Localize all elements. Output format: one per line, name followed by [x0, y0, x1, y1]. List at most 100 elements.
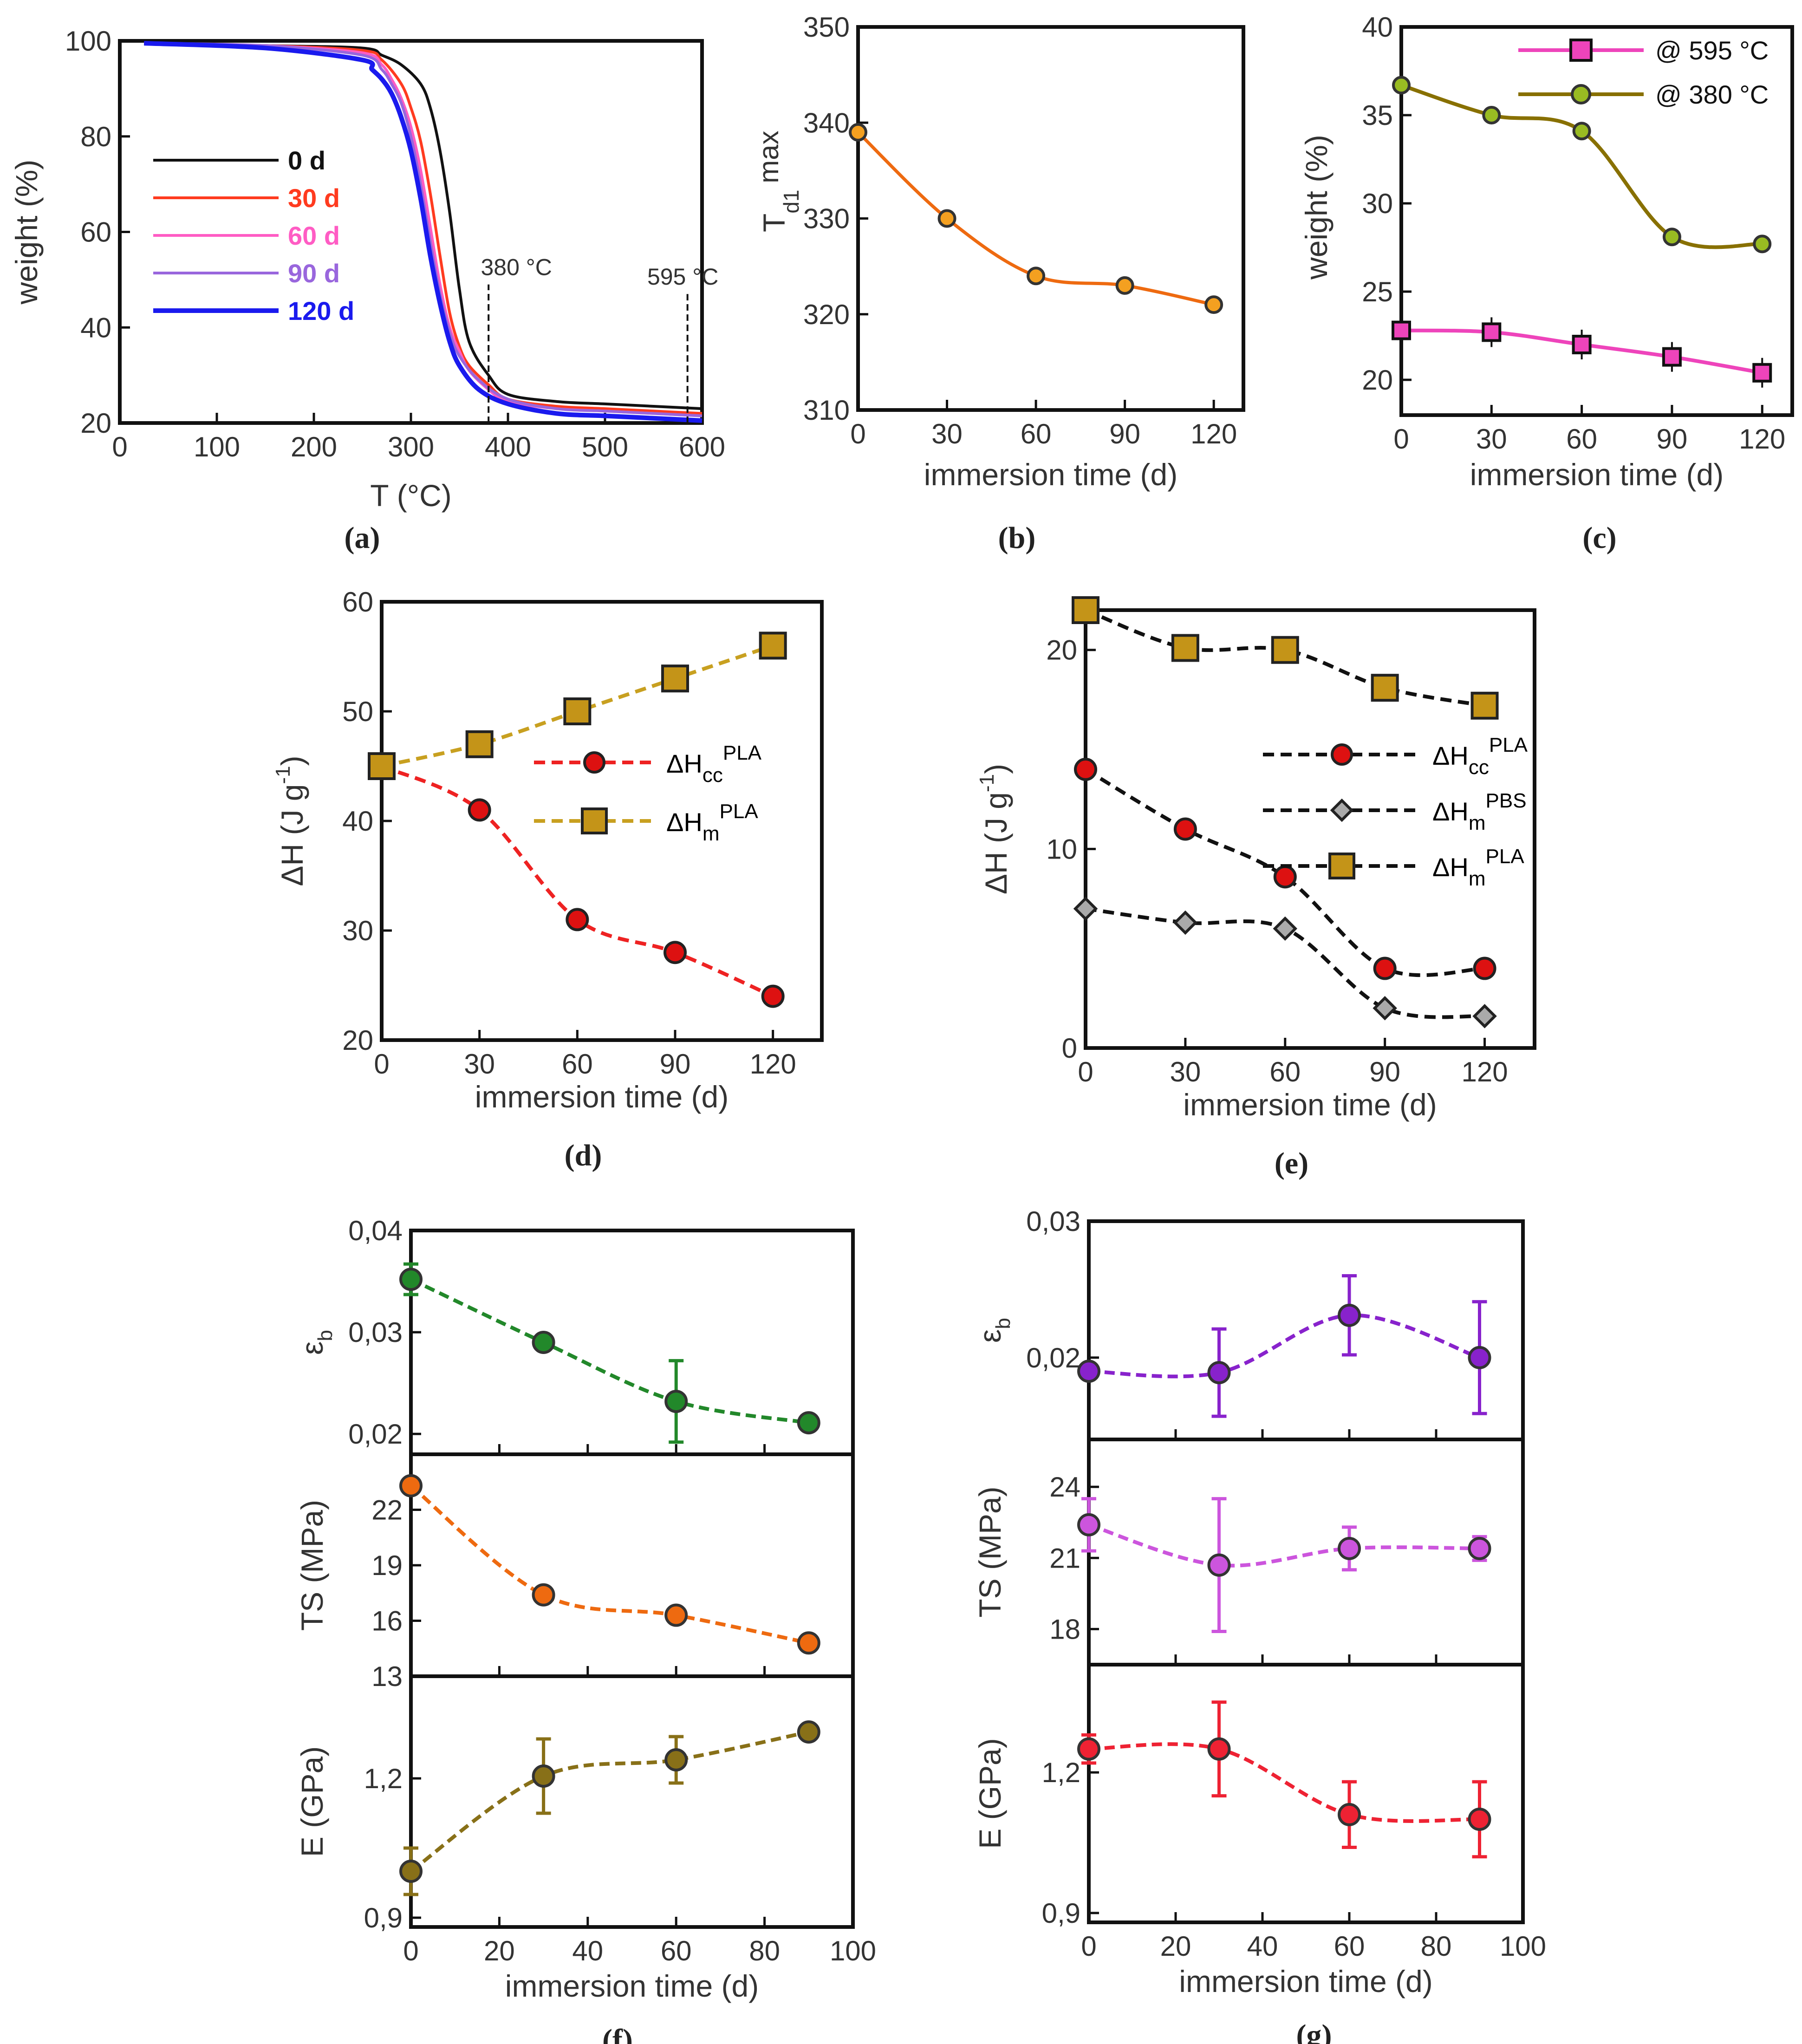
y-tick-label: 35: [1362, 100, 1393, 131]
x-tick-label: 60: [1021, 418, 1052, 449]
legend-label: ΔHmPLA: [666, 800, 758, 845]
trend-line: [410, 1484, 809, 1645]
annotation-label: 380 °C: [481, 254, 552, 280]
data-point: [797, 1411, 820, 1435]
x-tick-label: 30: [1476, 423, 1507, 455]
data-point: [661, 664, 689, 693]
y-tick-label: 19: [371, 1550, 403, 1581]
trend-line: [1088, 1523, 1480, 1568]
data-point: [1482, 322, 1502, 342]
data-point: [937, 209, 956, 228]
y-axis-label: E (GPa): [295, 1746, 329, 1857]
legend-label: 60 d: [288, 221, 340, 250]
y-tick-label: 40: [80, 312, 111, 343]
data-point: [1752, 363, 1772, 383]
series-line: [381, 764, 774, 998]
panel-a-frame: [118, 39, 704, 425]
legend-label: 120 d: [288, 296, 354, 325]
label-part: PLA: [720, 800, 759, 823]
panel-label: (d): [565, 1139, 602, 1172]
y-tick-label: 25: [1362, 276, 1393, 307]
y-tick-label: 310: [803, 395, 850, 426]
label-part: -1: [976, 774, 998, 792]
data-point: [1753, 234, 1772, 254]
x-tick-label: 0: [1393, 423, 1409, 455]
label-part: m: [1469, 867, 1486, 890]
y-tick-label: 340: [803, 107, 850, 138]
label-part: cc: [703, 764, 723, 787]
legend-marker: [1569, 39, 1593, 62]
panel-g-subplot-1-frame: [1087, 1438, 1525, 1666]
data-point: [1468, 1346, 1491, 1369]
data-point: [1077, 1360, 1100, 1383]
data-point: [1074, 757, 1097, 781]
label-part: PLA: [1486, 845, 1525, 868]
label-part: cc: [1469, 756, 1489, 779]
x-tick-label: 400: [485, 431, 531, 462]
x-tick-label: 600: [679, 431, 725, 462]
y-tick-label: 350: [803, 12, 850, 43]
series-line: [1084, 768, 1485, 977]
data-point: [1373, 996, 1397, 1021]
legend-label: 30 d: [288, 183, 340, 213]
trend-line: [1088, 1313, 1480, 1379]
data-point: [566, 908, 589, 931]
label-part: -1: [272, 766, 294, 784]
data-point: [532, 1331, 555, 1354]
legend-label: ΔHccPLA: [1432, 734, 1528, 779]
x-tick-label: 80: [749, 1935, 780, 1966]
legend-label: ΔHmPLA: [1432, 845, 1524, 890]
legend-marker: [1571, 84, 1591, 104]
y-tick-label: 20: [80, 408, 111, 439]
x-tick-label: 120: [1462, 1056, 1508, 1087]
x-tick-label: 120: [1739, 423, 1785, 455]
y-tick-label: 13: [371, 1661, 403, 1692]
legend-label: 0 d: [288, 146, 325, 175]
y-tick-label: 0,03: [348, 1317, 403, 1348]
label-part: weight (%): [1299, 135, 1334, 280]
panel-label: (e): [1275, 1146, 1308, 1180]
y-tick-label: 0: [1062, 1033, 1077, 1064]
x-tick-label: 40: [572, 1935, 603, 1966]
data-point: [1482, 106, 1501, 124]
panel-b-frame: [856, 25, 1245, 412]
y-tick-label: 18: [1049, 1614, 1080, 1645]
data-point: [1472, 1004, 1497, 1029]
label-part: ): [979, 764, 1013, 774]
label-part: PBS: [1486, 789, 1527, 812]
y-tick-label: 16: [371, 1606, 403, 1637]
data-point: [399, 1474, 423, 1497]
y-tick-label: 40: [342, 806, 373, 837]
panel-f-subplot-1-frame: [409, 1452, 855, 1678]
x-tick-label: 90: [660, 1048, 691, 1080]
data-point: [1207, 1737, 1231, 1761]
y-axis-label: ΔH (J g-1): [976, 764, 1013, 894]
legend-label: ΔHccPLA: [666, 742, 762, 787]
panel-e-frame: [1084, 608, 1536, 1050]
x-tick-label: 40: [1247, 1931, 1278, 1962]
data-point: [1173, 817, 1197, 841]
data-point: [1373, 957, 1397, 980]
data-point: [1392, 320, 1411, 340]
y-axis-label: εb: [973, 1318, 1015, 1343]
data-point: [1662, 228, 1681, 247]
data-point: [1072, 596, 1099, 624]
series-line-60d: [144, 42, 703, 417]
panel-f-subplot-2-frame: [409, 1674, 855, 1929]
legend-marker: [1330, 798, 1354, 822]
y-tick-label: 0,03: [1026, 1206, 1080, 1237]
x-axis-label: immersion time (d): [505, 1969, 759, 2003]
y-axis-label: εb: [295, 1330, 337, 1355]
x-tick-label: 100: [1500, 1931, 1546, 1962]
x-axis-label: immersion time (d): [1179, 1964, 1432, 1998]
label-part: E (GPa): [973, 1738, 1007, 1849]
x-tick-label: 60: [1334, 1931, 1365, 1962]
annotation-label: 595 °C: [647, 264, 718, 290]
label-part: PLA: [723, 742, 762, 764]
x-tick-label: 0: [850, 418, 865, 449]
label-part: TS (MPa): [973, 1486, 1007, 1617]
data-point: [1468, 1808, 1491, 1831]
y-tick-label: 330: [803, 203, 850, 234]
x-tick-label: 0: [403, 1935, 418, 1966]
